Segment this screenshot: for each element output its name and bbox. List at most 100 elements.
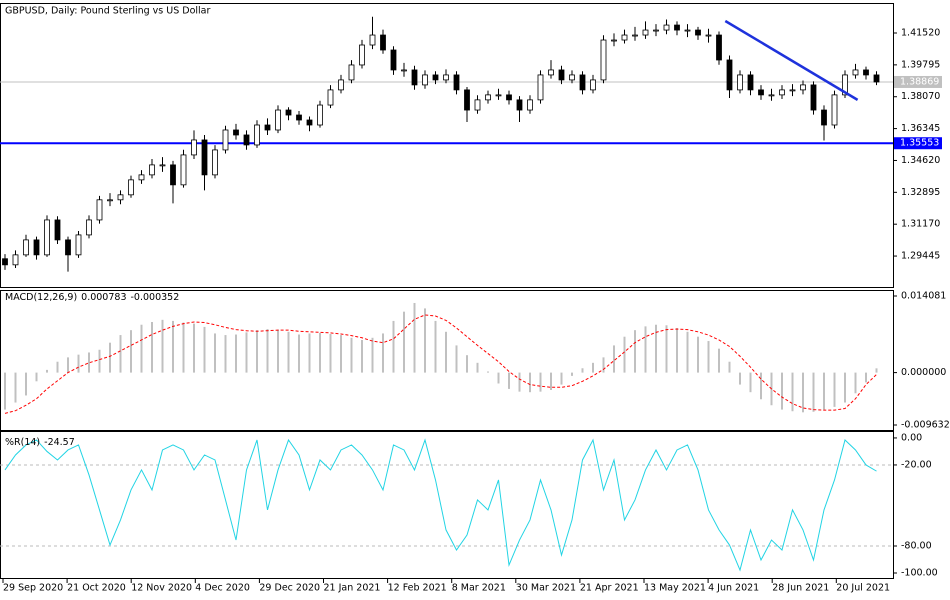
candle-body	[65, 239, 71, 256]
candle-body	[600, 39, 607, 81]
candle-body	[380, 34, 386, 51]
candle-body	[401, 69, 407, 72]
candle-body	[611, 39, 617, 42]
candle-body	[411, 69, 418, 86]
y-tick-label: 1.31170	[901, 219, 940, 230]
candle-body	[222, 129, 229, 151]
candle-body	[663, 24, 670, 31]
wpr-panel	[0, 431, 894, 579]
candle-body	[44, 219, 50, 256]
x-tick-label: 21 Apr 2021	[580, 583, 639, 594]
candle-body	[159, 164, 166, 167]
y-tick-label: 1.29445	[901, 251, 940, 262]
candle-body	[12, 254, 19, 266]
candle-body	[537, 74, 544, 101]
y-tick-label: 1.39795	[901, 59, 940, 70]
candle-body	[747, 74, 754, 91]
candle-body	[779, 89, 785, 96]
candle-body	[527, 99, 533, 111]
candle-body	[485, 94, 491, 101]
candle-body	[359, 44, 365, 66]
candle-body	[149, 164, 155, 176]
title-part: MACD(12,26,9)	[5, 292, 77, 303]
indicator-title: MACD(12,26,9) 0.000783 -0.000352	[5, 292, 179, 303]
candle-body	[495, 94, 502, 97]
candle-body	[33, 239, 40, 256]
candle-body	[726, 59, 733, 91]
x-tick-label: 28 Jun 2021	[772, 583, 829, 594]
candle-body	[191, 139, 197, 156]
candle-body	[96, 199, 103, 221]
candle-body	[422, 74, 428, 86]
candle-body	[474, 99, 481, 111]
candle-body	[23, 239, 29, 256]
candle-body	[201, 139, 208, 176]
x-tick-label: 21 Oct 2020	[67, 583, 126, 594]
x-tick-label: 29 Sep 2020	[3, 583, 63, 594]
candle-body	[516, 99, 523, 111]
candle-body	[569, 74, 575, 81]
hline-label-box	[894, 137, 942, 150]
title-part: -0.000352	[131, 292, 180, 303]
candle-body	[821, 109, 827, 126]
candle-body	[128, 179, 134, 196]
candle-body	[117, 194, 124, 201]
y-tick-label: 0.000000	[901, 367, 946, 378]
candle-body	[873, 74, 880, 83]
candle-body	[54, 219, 61, 241]
candle-body	[212, 149, 218, 176]
candle-body	[737, 74, 743, 91]
x-tick-label: 12 Nov 2020	[131, 583, 192, 594]
candle-body	[863, 69, 869, 76]
candle-body	[296, 114, 302, 121]
candle-body	[107, 199, 113, 202]
x-tick-label: 30 Mar 2021	[516, 583, 576, 594]
price-panel	[0, 3, 894, 288]
x-tick-label: 29 Dec 2020	[259, 583, 320, 594]
candle-body	[453, 74, 460, 91]
signal-line	[4, 314, 877, 414]
y-tick-label: 1.41520	[901, 28, 940, 39]
candle-body	[621, 34, 628, 41]
candle-body	[674, 24, 680, 31]
macd-panel	[0, 290, 894, 431]
x-tick-label: 13 May 2021	[644, 583, 706, 594]
y-tick-label: -100.00	[901, 568, 938, 579]
candle-body	[768, 94, 775, 97]
candle-body	[695, 29, 701, 36]
candle-body	[579, 74, 586, 91]
candle-body	[317, 104, 323, 126]
candle-body	[789, 89, 796, 92]
candle-body	[684, 29, 691, 32]
candle-body	[758, 89, 764, 96]
candle-body	[642, 29, 649, 36]
candle-body	[716, 34, 722, 61]
y-tick-label: 1.32895	[901, 187, 940, 198]
candle-body	[432, 74, 439, 81]
candle-body	[138, 174, 145, 181]
candle-body	[810, 84, 817, 111]
candle-body	[632, 34, 638, 37]
title-part: 0.000783	[81, 292, 126, 303]
candle-body	[243, 134, 250, 146]
x-tick-label: 8 Mar 2021	[452, 583, 506, 594]
price-label: 1.38869	[900, 76, 939, 87]
candle-body	[327, 89, 334, 106]
candle-body	[369, 34, 376, 46]
candle-body	[233, 129, 239, 136]
candle-body	[558, 69, 565, 81]
hline-label: 1.35553	[900, 138, 939, 149]
y-tick-label: 1.38070	[901, 91, 940, 102]
indicator-title: %R(14) -24.57	[5, 437, 75, 448]
trendline	[724, 19, 859, 101]
x-tick-label: 4 Jun 2021	[708, 583, 759, 594]
price-label-box	[894, 75, 942, 88]
candle-body	[275, 109, 281, 131]
candle-body	[842, 74, 848, 96]
wpr-line	[4, 438, 877, 572]
candle-body	[464, 89, 470, 111]
title-part: %R(14)	[5, 437, 40, 448]
candle-body	[590, 79, 596, 91]
x-tick-label: 20 Jul 2021	[836, 583, 890, 594]
